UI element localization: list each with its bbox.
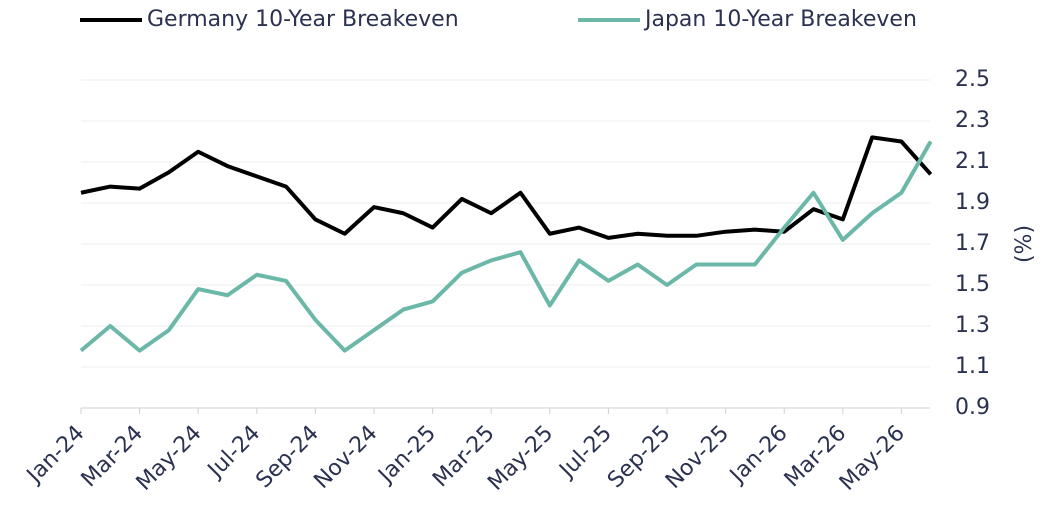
x-tick-label: May-26 — [835, 421, 910, 496]
y-tick-label: 1.7 — [955, 231, 990, 256]
y-tick-label: 1.5 — [955, 272, 990, 297]
x-tick-label: Jan-25 — [373, 421, 441, 489]
x-tick-label: May-25 — [483, 421, 558, 496]
y-tick-label: 2.3 — [955, 108, 990, 133]
y-tick-label: 0.9 — [955, 395, 990, 420]
series-line — [80, 135, 933, 240]
x-tick-label: Nov-25 — [661, 421, 734, 494]
x-tick-label: Jan-24 — [21, 421, 89, 489]
y-tick-label: 1.3 — [955, 313, 990, 338]
y-tick-label: 2.5 — [955, 67, 990, 92]
x-tick-label: Jan-26 — [724, 421, 792, 489]
y-tick-label: 2.1 — [955, 149, 990, 174]
x-tick-label: Nov-24 — [309, 421, 382, 494]
legend-label: Japan 10-Year Breakeven — [643, 7, 917, 32]
series-line — [79, 140, 933, 353]
legend-label: Germany 10-Year Breakeven — [147, 7, 459, 32]
y-tick-label: 1.9 — [955, 190, 990, 215]
y-tick-label: 1.1 — [955, 354, 990, 379]
y-axis-label: (%) — [1012, 225, 1037, 263]
x-tick-label: Sep-24 — [251, 421, 323, 493]
x-tick-label: May-24 — [132, 421, 207, 496]
x-tick-label: Sep-25 — [603, 421, 675, 493]
